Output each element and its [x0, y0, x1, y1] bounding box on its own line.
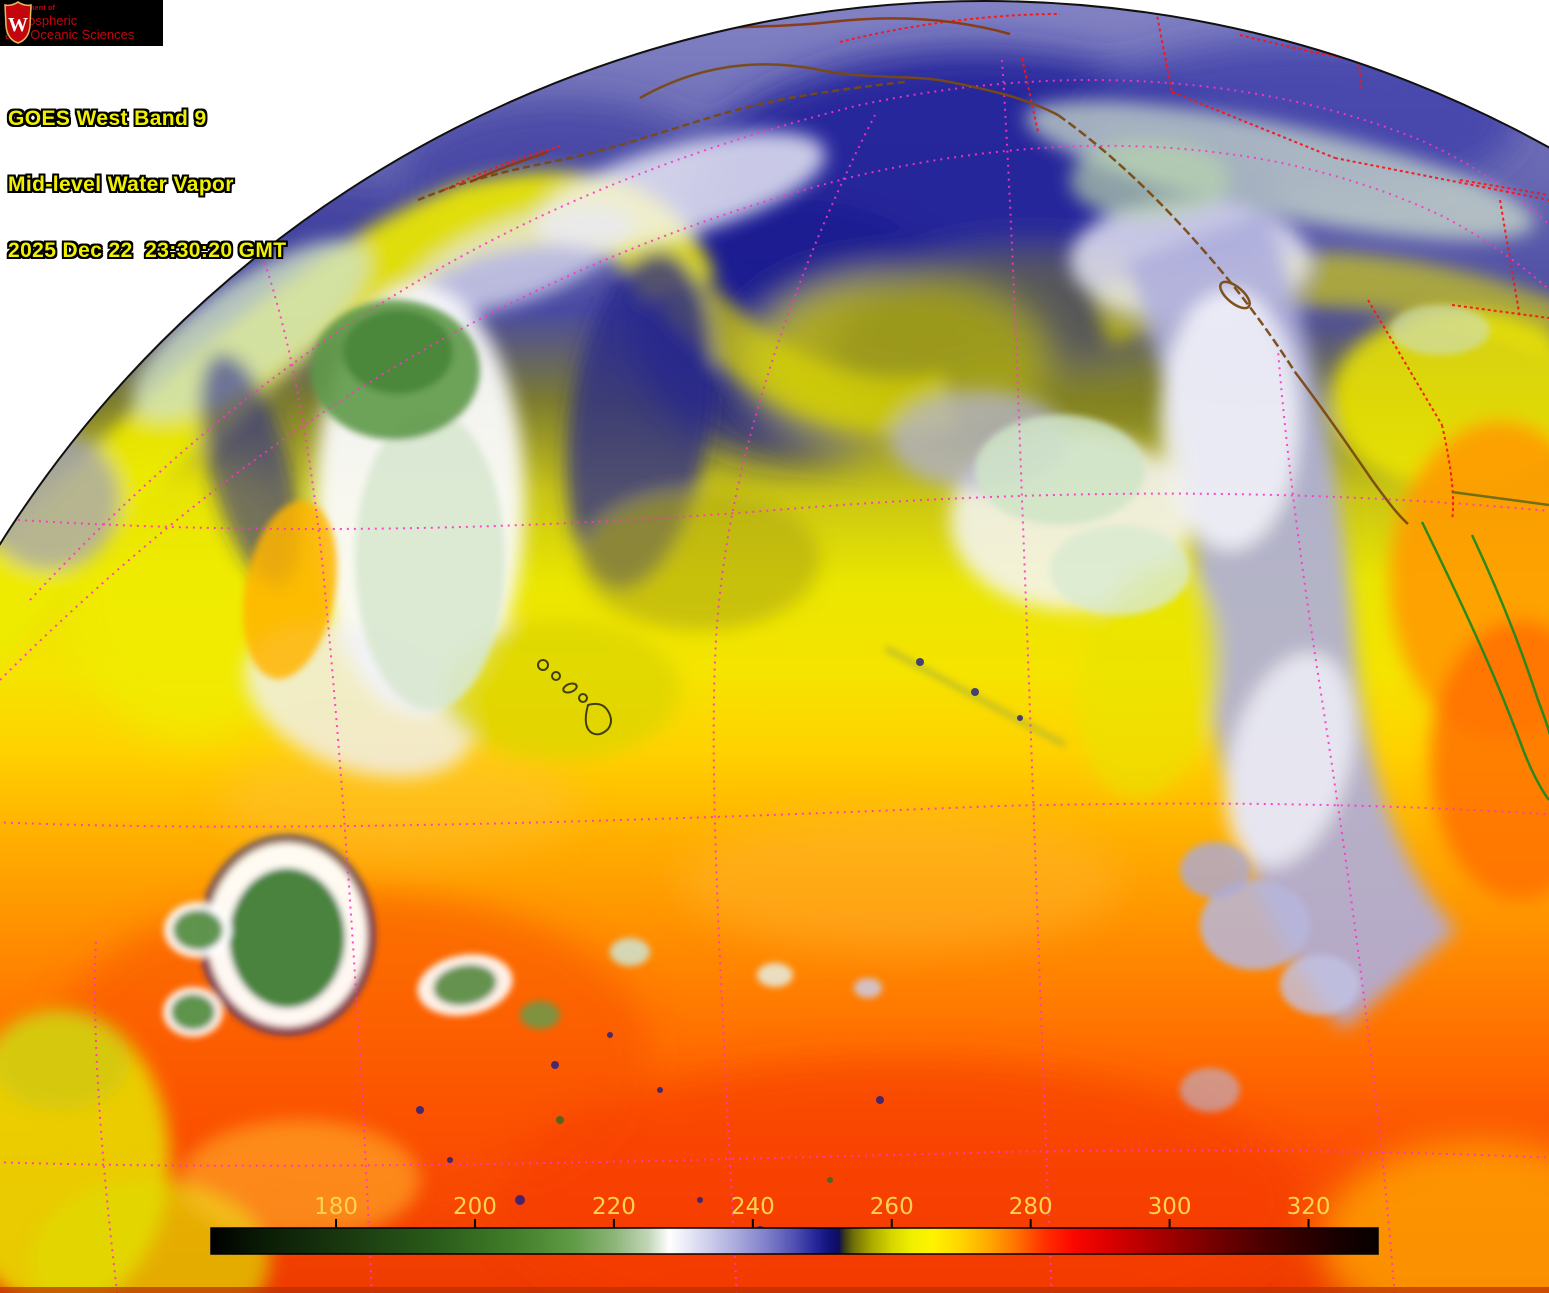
bottom-edge-strip	[0, 1287, 1549, 1293]
colorbar-tick-label: 280	[1009, 1194, 1053, 1220]
uw-crest-icon: W	[4, 1, 32, 44]
product-title-line2: Mid-level Water Vapor	[8, 173, 234, 196]
coastlines-green	[1420, 490, 1549, 801]
colorbar-tick-label: 180	[314, 1194, 358, 1220]
product-title: GOES West Band 9 Mid-level Water Vapor 2…	[8, 64, 287, 306]
colorbar-tick-label: 260	[870, 1194, 914, 1220]
hawaii-outline	[537, 659, 612, 736]
crest-letter: W	[8, 14, 28, 36]
logo-name-line2: and Oceanic Sciences	[5, 27, 135, 42]
colorbar-tick-label: 240	[731, 1194, 775, 1220]
colorbar: 180 200 220 240 260 280 300 320	[210, 1194, 1379, 1255]
product-timestamp: 2025 Dec 22 23:30:20 GMT	[8, 239, 287, 262]
colorbar-ticks: 180 200 220 240 260 280 300 320	[314, 1194, 1330, 1228]
colorbar-tick-label: 220	[592, 1194, 636, 1220]
cloud-cores	[163, 300, 1490, 1112]
uw-aos-logo: W Department of Atmospheric and Oceanic …	[0, 0, 163, 46]
jet-stream-bands	[0, 100, 1549, 1293]
colorbar-gradient	[210, 1227, 1379, 1255]
graticule-lines	[0, 59, 1549, 1293]
colorbar-tick-label: 300	[1148, 1194, 1192, 1220]
product-title-line1: GOES West Band 9	[8, 107, 207, 130]
colorbar-tick-label: 200	[453, 1194, 497, 1220]
colorbar-tick-label: 320	[1287, 1194, 1331, 1220]
